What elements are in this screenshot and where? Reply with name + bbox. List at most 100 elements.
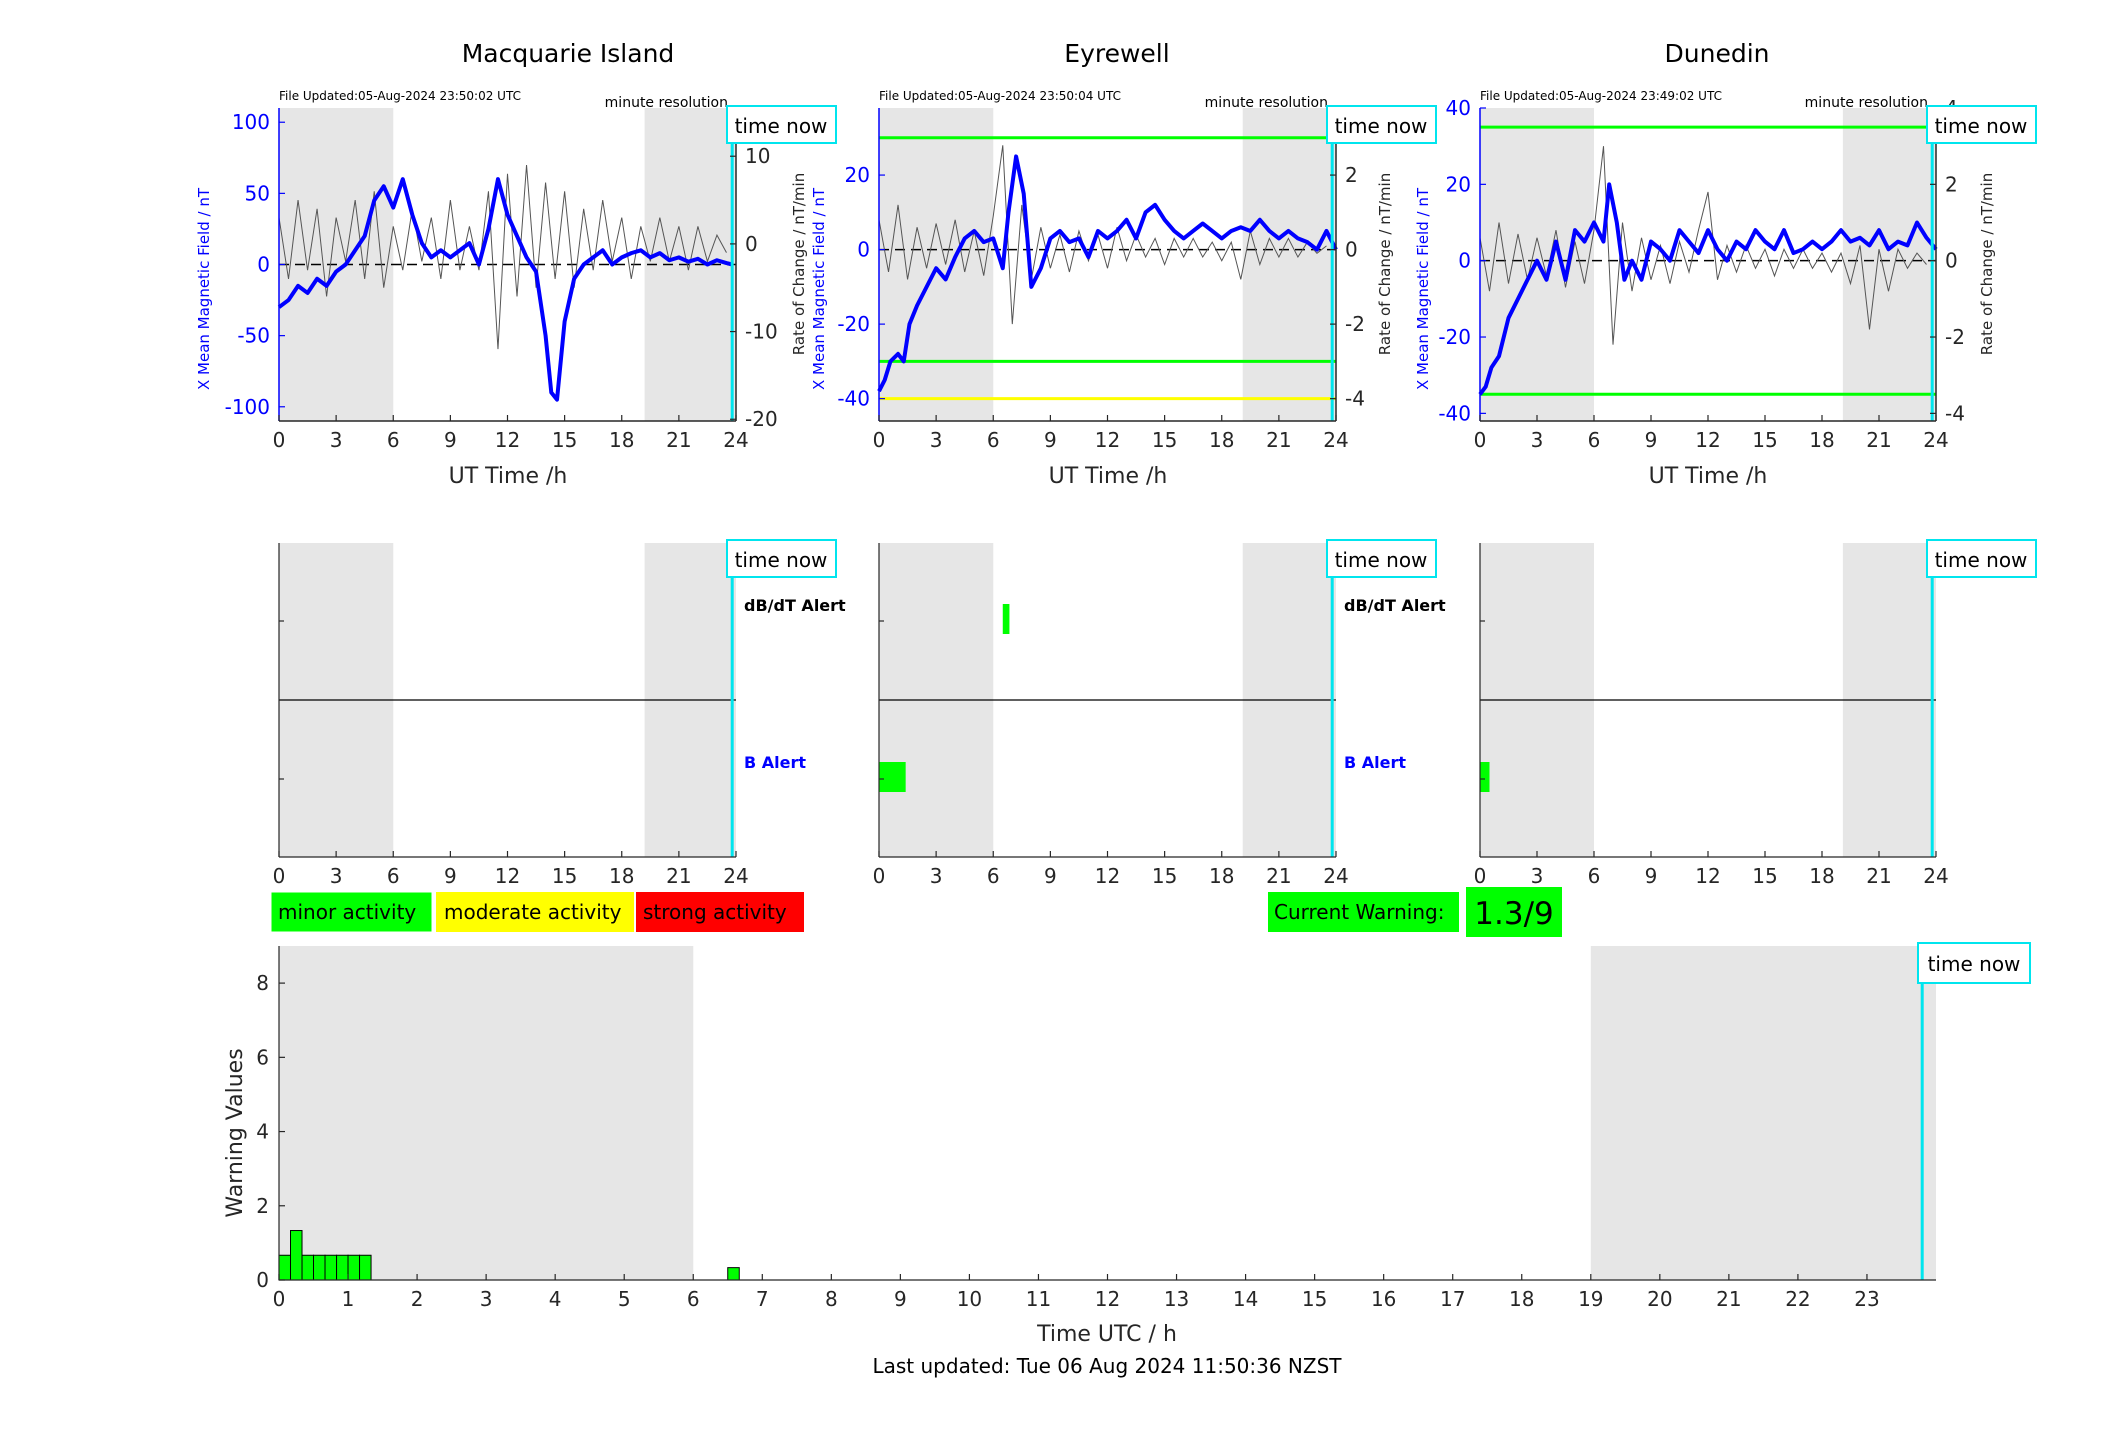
b-alert-bar — [1480, 762, 1490, 792]
x-tick-label: 9 — [444, 864, 457, 888]
dbdt-alert-label-eyrewell: dB/dT Alert — [1344, 596, 1446, 615]
station-title-macquarie: Macquarie Island — [462, 39, 675, 68]
x-tick-label: 9 — [444, 428, 457, 452]
y2-tick-label: 0 — [745, 232, 758, 256]
x-tick-label: 17 — [1440, 1287, 1465, 1311]
y-tick-label: 2 — [256, 1194, 269, 1218]
warning-ylabel: Warning Values — [223, 1048, 248, 1217]
x-tick-label: 8 — [825, 1287, 838, 1311]
x-tick-label: 6 — [1588, 864, 1601, 888]
x-tick-label: 7 — [756, 1287, 769, 1311]
x-tick-label: 21 — [1866, 428, 1891, 452]
x-tick-label: 6 — [387, 864, 400, 888]
x-tick-label: 24 — [1323, 428, 1348, 452]
x-tick-label: 18 — [1809, 864, 1834, 888]
x-tick-label: 0 — [873, 864, 886, 888]
y-tick-label: -50 — [237, 324, 270, 348]
x-tick-label: 15 — [1752, 864, 1777, 888]
y-tick-label: 4 — [256, 1120, 269, 1144]
resolution-dunedin: minute resolution — [1805, 95, 1928, 111]
ylabel-right-dunedin: Rate of Change / nT/min — [1978, 173, 1996, 355]
x-tick-label: 15 — [552, 864, 577, 888]
legend-strong-label: strong activity — [643, 900, 787, 924]
warning-bar — [359, 1254, 372, 1281]
x-tick-label: 18 — [1209, 864, 1234, 888]
x-tick-label: 24 — [723, 864, 748, 888]
x-tick-label: 19 — [1578, 1287, 1603, 1311]
dbdt-alert-bar — [1002, 604, 1010, 634]
x-tick-label: 9 — [1645, 864, 1658, 888]
time-now-box-dunedin: time now — [1926, 105, 2037, 144]
warning-bar — [324, 1254, 338, 1281]
y-tick-label: -20 — [1438, 325, 1471, 349]
x-tick-label: 12 — [1095, 428, 1120, 452]
file-updated-dunedin: File Updated:05-Aug-2024 23:49:02 UTC — [1480, 89, 1722, 103]
x-tick-label: 6 — [1588, 428, 1601, 452]
x-tick-label: 3 — [1531, 428, 1544, 452]
x-tick-label: 9 — [1044, 428, 1057, 452]
x-tick-label: 0 — [273, 428, 286, 452]
xlabel-macquarie: UT Time /h — [449, 464, 568, 489]
x-tick-label: 13 — [1164, 1287, 1189, 1311]
ylabel-left-dunedin: X Mean Magnetic Field / nT — [1414, 187, 1432, 390]
warning-bar — [312, 1254, 326, 1281]
x-tick-label: 12 — [1095, 864, 1120, 888]
time-now-box-eyrewell: time now — [1326, 105, 1437, 144]
x-tick-label: 3 — [930, 428, 943, 452]
night-shade — [644, 108, 736, 421]
time-now-box-alert-dunedin: time now — [1926, 539, 2037, 578]
x-tick-label: 12 — [495, 864, 520, 888]
alert-panel-1: 0 3 6 9 12 15 18 21 24 — [873, 543, 1349, 888]
x-tick-label: 14 — [1233, 1287, 1258, 1311]
y-tick-label: 100 — [232, 110, 270, 134]
y-tick-label: 6 — [256, 1045, 269, 1069]
x-tick-label: 18 — [1509, 1287, 1534, 1311]
y-tick-label: 8 — [256, 971, 269, 995]
x-tick-label: 12 — [1695, 864, 1720, 888]
x-tick-label: 5 — [618, 1287, 631, 1311]
x-tick-label: 21 — [1266, 864, 1291, 888]
night-shade — [879, 108, 994, 421]
x-tick-label: 21 — [1716, 1287, 1741, 1311]
x-tick-label: 18 — [609, 864, 634, 888]
dbdt-alert-label-macquarie: dB/dT Alert — [744, 596, 846, 615]
resolution-eyrewell: minute resolution — [1205, 95, 1328, 111]
x-tick-label: 12 — [1095, 1287, 1120, 1311]
station-title-eyrewell: Eyrewell — [1064, 39, 1169, 68]
legend-moderate-label: moderate activity — [444, 900, 622, 924]
rate-of-change-series — [1479, 146, 1927, 345]
y-tick-label: 50 — [245, 181, 270, 205]
x-tick-label: 12 — [495, 428, 520, 452]
ylabel-left-macquarie: X Mean Magnetic Field / nT — [195, 187, 213, 390]
night-shade — [279, 946, 694, 1280]
ylabel-left-eyrewell: X Mean Magnetic Field / nT — [810, 187, 828, 390]
file-updated-macquarie: File Updated:05-Aug-2024 23:50:02 UTC — [279, 89, 521, 103]
x-tick-label: 18 — [1209, 428, 1234, 452]
legend-strong-activity: strong activity — [636, 892, 804, 932]
y2-tick-label: -2 — [1945, 325, 1965, 349]
time-now-box-warning: time now — [1917, 942, 2031, 984]
y-tick-label: 0 — [857, 238, 870, 262]
legend-minor-activity: minor activity — [270, 891, 433, 933]
x-tick-label: 9 — [1645, 428, 1658, 452]
alert-panel-2: 0 3 6 9 12 15 18 21 24 — [1474, 543, 1949, 888]
x-tick-label: 21 — [1266, 428, 1291, 452]
file-updated-eyrewell: File Updated:05-Aug-2024 23:50:04 UTC — [879, 89, 1121, 103]
y2-tick-label: 2 — [1345, 163, 1358, 187]
x-tick-label: 6 — [987, 864, 1000, 888]
x-tick-label: 15 — [1752, 428, 1777, 452]
current-warning: Current Warning: 1.3/9 — [1268, 887, 1562, 937]
warning-bar — [278, 1254, 291, 1281]
time-now-box-macquarie: time now — [726, 105, 837, 144]
y2-tick-label: 0 — [1345, 238, 1358, 262]
x-tick-label: 6 — [687, 1287, 700, 1311]
x-tick-label: 9 — [1044, 864, 1057, 888]
y-tick-label: 0 — [256, 1268, 269, 1292]
y2-tick-label: 10 — [745, 144, 770, 168]
x-tick-label: 16 — [1371, 1287, 1396, 1311]
x-tick-label: 18 — [1809, 428, 1834, 452]
y-tick-label: -40 — [837, 387, 870, 411]
b-alert-label-eyrewell: B Alert — [1344, 753, 1406, 772]
